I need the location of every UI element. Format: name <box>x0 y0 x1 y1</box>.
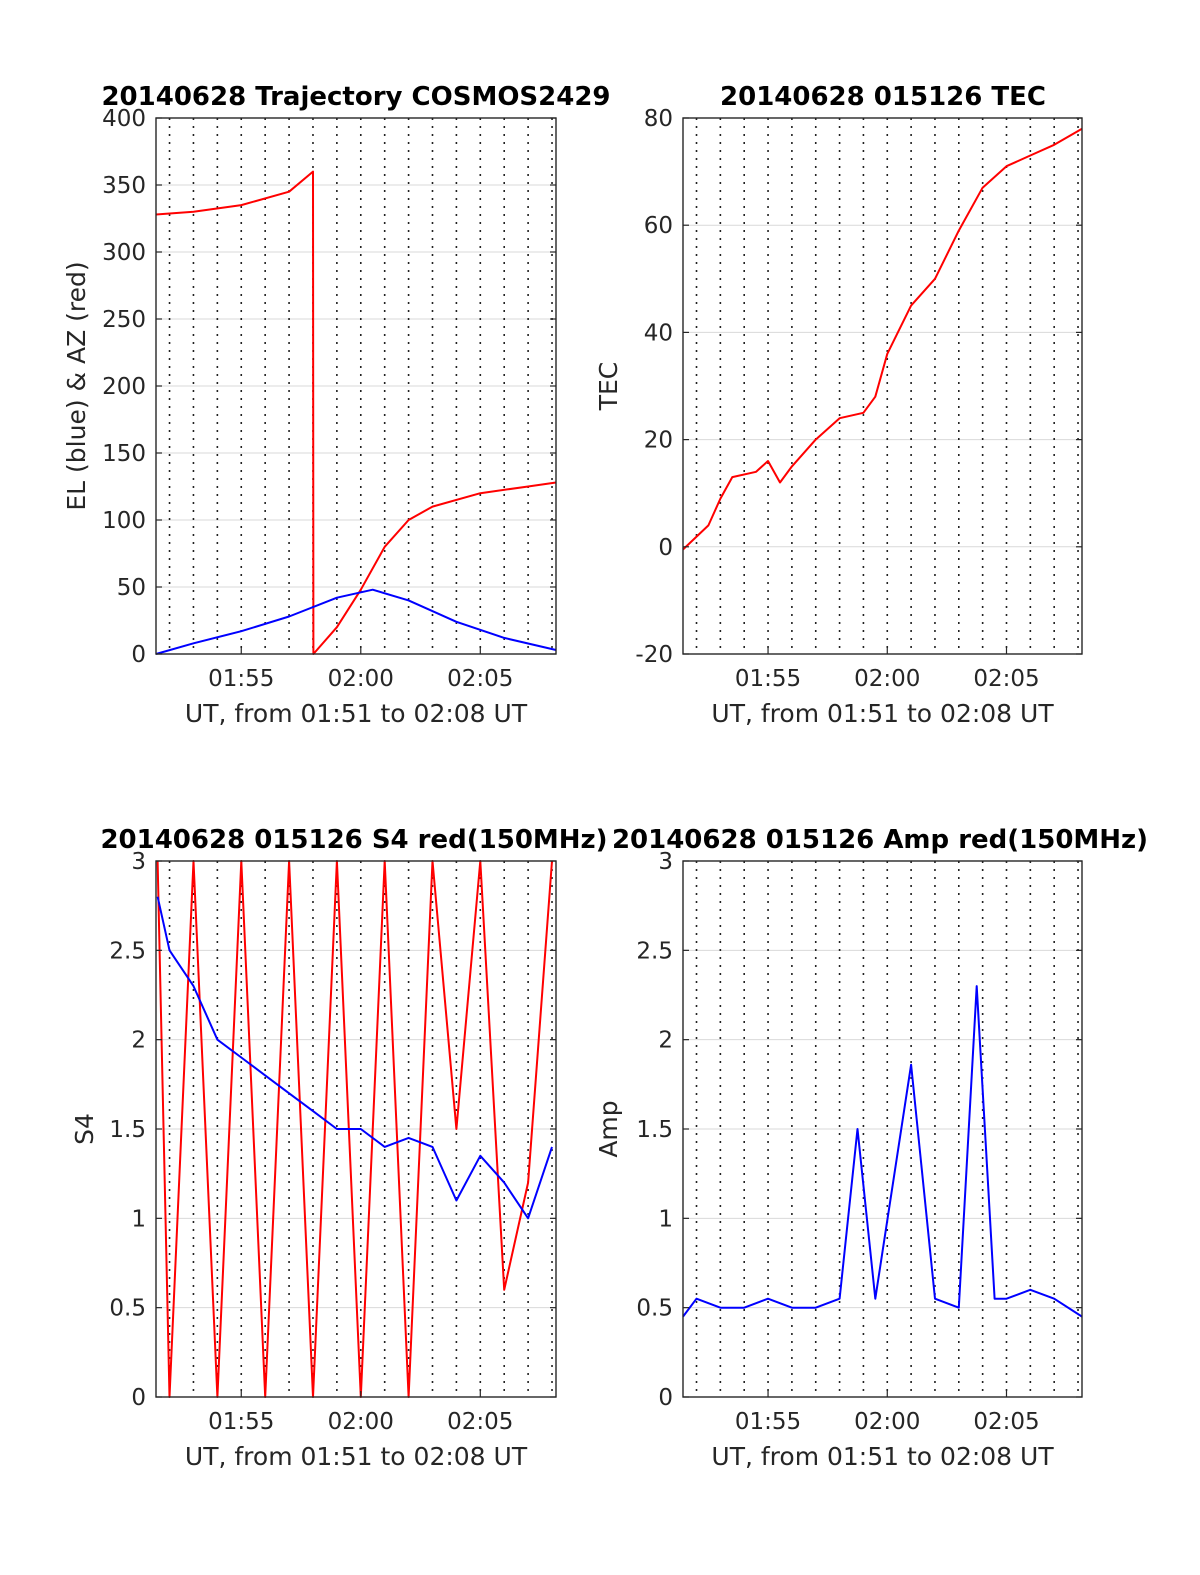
y-tick-label: 200 <box>102 374 146 400</box>
series-line-1 <box>156 896 553 1220</box>
y-tick-label: 0 <box>658 535 673 561</box>
x-tick-label: 01:55 <box>735 1409 801 1435</box>
y-tick-label: 400 <box>102 106 146 132</box>
chart-s4: 0 0.5 1 1.5 2 2.5 3 01:55 02:00 02:05 20140628 015… <box>70 825 608 1471</box>
y-tick-label: 80 <box>644 106 673 132</box>
y-tick-label: 150 <box>102 441 146 467</box>
y-tick-label: 2 <box>131 1028 146 1054</box>
series-line-0 <box>155 170 557 655</box>
y-tick-label: 2.5 <box>636 938 673 964</box>
plot-area <box>683 118 1082 654</box>
x-axis-label: UT, from 01:51 to 02:08 UT <box>185 1442 528 1471</box>
y-tick-label: 1.5 <box>636 1117 673 1143</box>
x-tick-label: 02:05 <box>447 666 513 692</box>
y-tick-label: 0 <box>658 1385 673 1411</box>
x-axis-label: UT, from 01:51 to 02:08 UT <box>711 699 1054 728</box>
chart-tec: -20 0 20 40 60 80 01:55 02:00 02:05 20140628 0151… <box>594 82 1083 728</box>
chart-trajectory: 0 50 100 150 200 250 300 350 400 01:55 02:00 02:05 2… <box>62 82 611 728</box>
chart-title: 20140628 015126 TEC <box>720 82 1046 112</box>
x-tick-label: 01:55 <box>208 666 274 692</box>
y-tick-label: 1 <box>131 1206 146 1232</box>
y-tick-label: 1.5 <box>109 1117 146 1143</box>
y-tick-label: 40 <box>644 320 673 346</box>
y-tick-label: 0.5 <box>636 1296 673 1322</box>
y-axis-label: TEC <box>594 362 623 412</box>
y-tick-label: 60 <box>644 213 673 239</box>
x-tick-label: 01:55 <box>735 666 801 692</box>
y-tick-label: 3 <box>131 849 146 875</box>
x-axis-label: UT, from 01:51 to 02:08 UT <box>711 1442 1054 1471</box>
x-tick-label: 01:55 <box>208 1409 274 1435</box>
x-tick-label: 02:05 <box>447 1409 513 1435</box>
y-tick-label: 300 <box>102 240 146 266</box>
x-tick-label: 02:00 <box>854 1409 920 1435</box>
y-tick-label: 2.5 <box>109 938 146 964</box>
y-tick-label: -20 <box>635 642 673 668</box>
y-tick-label: 1 <box>658 1206 673 1232</box>
chart-title: 20140628 015126 S4 red(150MHz) <box>100 825 607 855</box>
series-line-0 <box>682 985 1083 1318</box>
y-tick-label: 350 <box>102 173 146 199</box>
axes-frame <box>682 117 1083 655</box>
y-tick-label: 0.5 <box>109 1296 146 1322</box>
x-tick-label: 02:00 <box>854 666 920 692</box>
y-tick-label: 0 <box>131 1385 146 1411</box>
series-line-1 <box>155 588 557 655</box>
y-tick-label: 3 <box>658 849 673 875</box>
x-tick-label: 02:00 <box>328 666 394 692</box>
chart-title: 20140628 015126 Amp red(150MHz) <box>612 825 1148 855</box>
y-tick-label: 20 <box>644 428 673 454</box>
y-axis-label: S4 <box>70 1113 99 1145</box>
y-axis-label: Amp <box>594 1100 623 1157</box>
series-line-0 <box>682 127 1083 551</box>
chart-amp: 0 0.5 1 1.5 2 2.5 3 01:55 02:00 02:05 20140628 015… <box>594 825 1148 1471</box>
chart-title: 20140628 Trajectory COSMOS2429 <box>101 82 610 112</box>
x-tick-label: 02:05 <box>973 666 1039 692</box>
y-tick-label: 100 <box>102 508 146 534</box>
x-tick-label: 02:05 <box>973 1409 1039 1435</box>
x-axis-label: UT, from 01:51 to 02:08 UT <box>185 699 528 728</box>
y-tick-label: 0 <box>131 642 146 668</box>
x-tick-label: 02:00 <box>328 1409 394 1435</box>
y-axis-label: EL (blue) & AZ (red) <box>62 261 91 510</box>
y-tick-label: 250 <box>102 307 146 333</box>
y-tick-label: 50 <box>117 575 146 601</box>
y-tick-label: 2 <box>658 1028 673 1054</box>
